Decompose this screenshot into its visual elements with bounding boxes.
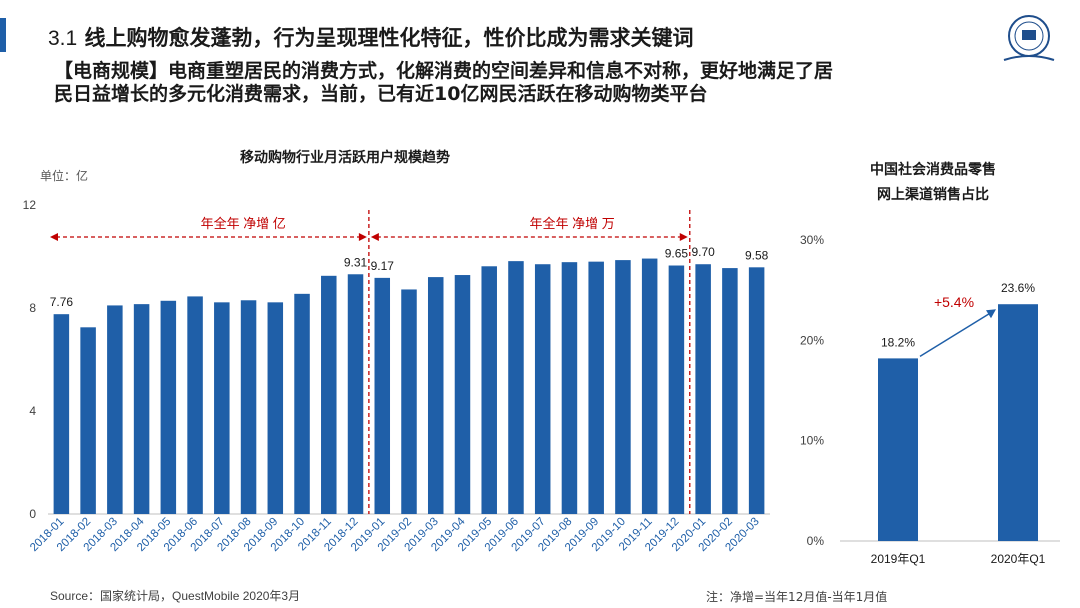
- online-share-bar-chart: 0% 10% 20% 30% 18.2% 2019年Q1 23.6% 2020年Q1 +5.4%: [800, 233, 1060, 566]
- bar: [998, 304, 1038, 541]
- bar: [722, 268, 738, 514]
- bar: [481, 266, 497, 514]
- bar: [374, 277, 391, 514]
- bar: [133, 304, 150, 514]
- bar: [80, 327, 96, 514]
- page-title: 3.1 线上购物愈发蓬勃，行为呈现理性化特征，性价比成为需求关键词: [48, 22, 694, 52]
- bar: [401, 289, 417, 514]
- title-accent-bar: [0, 18, 6, 52]
- university-seal-logo: [1003, 15, 1055, 61]
- bar: [748, 267, 765, 514]
- bar: [347, 274, 364, 514]
- data-label: 9.58: [745, 248, 769, 262]
- intro-paragraph: 【电商规模】电商重塑居民的消费方式，化解消费的空间差异和信息不对称，更好地满足了…: [54, 60, 834, 105]
- data-label: 9.65: [665, 247, 689, 261]
- bar: [695, 264, 711, 514]
- data-label: 9.17: [371, 259, 395, 273]
- bar: [588, 261, 604, 514]
- bar: [615, 260, 631, 514]
- bar: [321, 275, 337, 514]
- x-tick-label: 2020年Q1: [991, 552, 1046, 566]
- data-label: 9.70: [691, 245, 715, 259]
- growth-label: +5.4%: [934, 294, 974, 310]
- bar: [187, 296, 203, 514]
- bar: [534, 264, 551, 514]
- y-tick-label: 0: [29, 507, 36, 521]
- bar: [668, 265, 685, 514]
- y-tick-label: 0%: [807, 534, 825, 548]
- data-label: 7.76: [50, 295, 74, 309]
- y-tick-label: 12: [23, 198, 37, 212]
- y-tick-label: 20%: [800, 333, 824, 347]
- bar: [454, 275, 471, 514]
- data-label: 23.6%: [1001, 281, 1035, 295]
- bar: [561, 262, 578, 514]
- footnote: 注：净增=当年12月值-当年1月值: [706, 590, 888, 604]
- bar: [240, 300, 257, 514]
- data-label: 9.31: [344, 255, 368, 269]
- right-chart-title-line1: 中国社会消费品零售: [870, 162, 996, 178]
- y-tick-label: 4: [29, 404, 36, 418]
- mau-bar-chart: 048122018-017.762018-022018-032018-04201…: [23, 198, 770, 554]
- right-chart-title-line2: 网上渠道销售占比: [877, 187, 989, 203]
- bar: [878, 358, 918, 541]
- y-tick-label: 10%: [800, 434, 824, 448]
- annotation-2018: 年全年 净增 亿: [201, 216, 286, 231]
- page-title-text: 线上购物愈发蓬勃，行为呈现理性化特征，性价比成为需求关键词: [84, 26, 694, 50]
- bar: [294, 293, 310, 514]
- left-chart-unit-label: 单位：亿: [40, 169, 89, 183]
- annotation-2019: 年全年 净增 万: [530, 216, 615, 231]
- arrow-head-right: [679, 233, 688, 241]
- bar: [641, 258, 658, 514]
- bar: [53, 314, 70, 514]
- bar: [508, 261, 524, 514]
- growth-arrow-head: [986, 309, 996, 319]
- source-note: Source：国家统计局，QuestMobile 2020年3月: [50, 589, 301, 603]
- bar: [267, 302, 284, 514]
- bar: [160, 300, 177, 514]
- x-tick-label: 2019年Q1: [871, 552, 926, 566]
- data-label: 18.2%: [881, 335, 915, 349]
- arrow-head-left: [50, 233, 58, 241]
- y-tick-label: 8: [29, 301, 36, 315]
- y-tick-label: 30%: [800, 233, 824, 247]
- bar: [427, 277, 444, 514]
- left-chart-title: 移动购物行业月活跃用户规模趋势: [240, 150, 450, 166]
- arrow-head-right: [358, 233, 367, 241]
- bar: [107, 305, 123, 514]
- page-title-number: 3.1: [48, 27, 78, 50]
- bar: [214, 302, 230, 514]
- arrow-head-left: [370, 233, 379, 241]
- right-chart-title: 中国社会消费品零售 网上渠道销售占比: [838, 158, 1028, 208]
- growth-arrow-line: [919, 312, 991, 358]
